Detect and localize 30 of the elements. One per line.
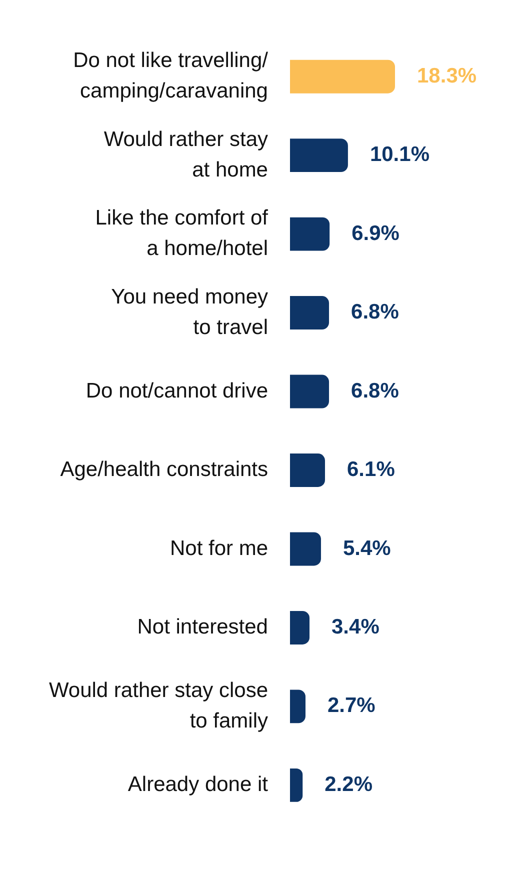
y-tick-label: You need money to travel <box>111 285 268 339</box>
y-tick-label: Would rather stay close to family <box>48 679 268 732</box>
data-label: 6.1% <box>347 458 396 482</box>
data-label: 2.2% <box>324 772 373 796</box>
bar <box>290 610 310 644</box>
data-label: 6.8% <box>351 300 400 324</box>
y-tick-label: Do not/cannot drive <box>86 379 268 402</box>
bar <box>290 374 330 408</box>
bar <box>290 690 306 724</box>
y-tick-label: Not for me <box>170 536 268 560</box>
bar <box>290 217 330 251</box>
data-label: 3.4% <box>332 616 380 639</box>
bar <box>290 60 395 94</box>
y-tick-label: Like the comfort of a home/hotel <box>95 206 268 260</box>
data-label: 6.9% <box>352 222 400 245</box>
y-tick-label: Not interested <box>137 616 268 639</box>
y-tick-label: Age/health constraints <box>60 458 268 482</box>
bar <box>290 138 348 172</box>
data-label: 10.1% <box>370 143 430 166</box>
data-label: 2.7% <box>327 694 376 718</box>
bar <box>290 296 330 330</box>
data-label: 5.4% <box>342 536 392 560</box>
y-tick-label: Do not like travelling/ camping/caravaning <box>73 49 268 103</box>
bar <box>290 768 303 802</box>
data-label: 18.3% <box>417 64 477 88</box>
y-tick-label: Would rather stay at home <box>104 128 268 182</box>
y-tick-label: Already done it <box>128 772 268 796</box>
bar <box>290 532 321 566</box>
bar <box>290 454 325 487</box>
data-label: 6.8% <box>351 379 400 402</box>
